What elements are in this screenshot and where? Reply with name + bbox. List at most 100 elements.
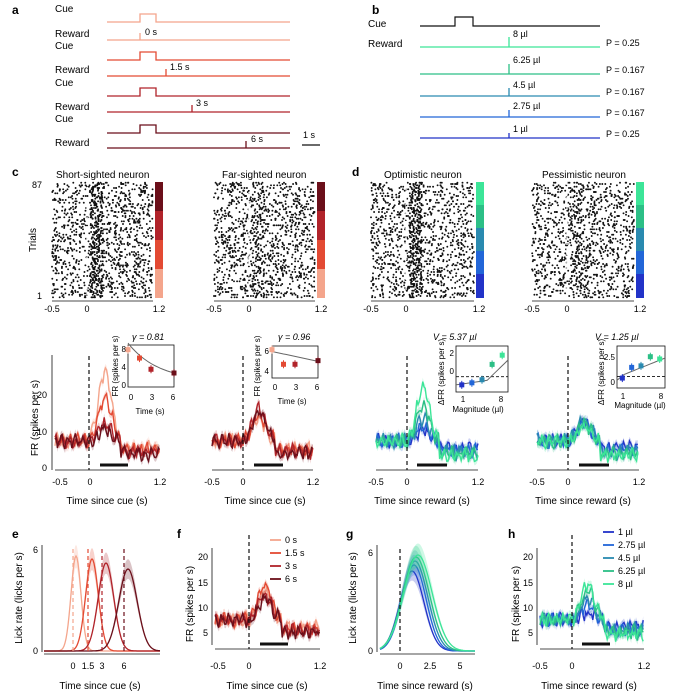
spike xyxy=(246,289,249,292)
spike xyxy=(610,219,613,221)
spike xyxy=(391,193,394,196)
spike xyxy=(608,295,611,297)
spike xyxy=(56,269,58,272)
spike xyxy=(125,228,128,231)
spike xyxy=(613,196,616,199)
spike xyxy=(554,181,557,184)
spike xyxy=(285,185,288,188)
spike xyxy=(378,208,381,211)
spike xyxy=(237,220,240,223)
spike xyxy=(133,264,136,267)
spike xyxy=(556,255,559,257)
spike xyxy=(563,217,566,220)
spike xyxy=(535,221,538,224)
spike xyxy=(306,200,309,203)
spike xyxy=(303,205,306,208)
a-cue-label-3: Cue xyxy=(55,78,74,89)
spike xyxy=(591,240,594,243)
spike xyxy=(575,235,577,237)
spike xyxy=(64,292,67,295)
spike xyxy=(289,243,292,245)
spike xyxy=(627,185,630,188)
spike xyxy=(149,275,152,277)
spike xyxy=(417,195,420,197)
spike xyxy=(570,281,572,284)
spike xyxy=(596,243,599,245)
spike xyxy=(146,248,148,251)
spike xyxy=(465,281,468,284)
spike xyxy=(244,289,247,292)
spike xyxy=(240,187,243,189)
spike xyxy=(52,296,54,299)
spike xyxy=(92,247,95,249)
spike xyxy=(412,241,415,244)
spike xyxy=(294,260,297,263)
spike xyxy=(591,184,594,187)
spike xyxy=(258,259,260,261)
spike xyxy=(435,291,438,293)
spike xyxy=(80,259,83,261)
spike xyxy=(304,223,307,225)
spike xyxy=(573,269,576,272)
spike xyxy=(80,227,83,229)
spike xyxy=(97,229,100,232)
spike xyxy=(256,279,259,281)
spike xyxy=(387,263,390,265)
spike xyxy=(385,211,388,213)
spike xyxy=(469,185,472,188)
spike xyxy=(431,260,434,263)
spike xyxy=(305,248,308,251)
spike xyxy=(309,239,312,241)
spike xyxy=(134,212,137,215)
spike xyxy=(592,243,595,245)
spike xyxy=(63,260,66,263)
spike xyxy=(260,208,263,211)
spike xyxy=(303,295,306,297)
spike xyxy=(76,193,79,196)
spike xyxy=(305,273,308,276)
spike xyxy=(280,292,283,295)
spike xyxy=(432,191,435,193)
spike xyxy=(393,255,395,257)
spike xyxy=(254,289,257,292)
spike xyxy=(252,289,255,292)
spike xyxy=(62,236,65,239)
spike xyxy=(279,284,282,287)
spike xyxy=(462,259,465,261)
spike xyxy=(543,192,546,195)
spike xyxy=(262,296,265,299)
spike xyxy=(147,235,150,237)
spike xyxy=(579,209,582,212)
spike xyxy=(70,273,73,276)
spike xyxy=(240,235,243,237)
spike xyxy=(608,284,610,287)
spike xyxy=(135,268,138,271)
spike xyxy=(233,243,236,245)
spike xyxy=(251,277,254,280)
spike xyxy=(219,285,222,288)
spike xyxy=(577,240,580,243)
spike xyxy=(294,293,297,296)
spike xyxy=(430,280,433,283)
spike xyxy=(618,215,620,217)
spike xyxy=(574,211,576,213)
spike xyxy=(432,235,435,237)
spike xyxy=(125,271,128,273)
spike xyxy=(51,252,54,255)
spike xyxy=(258,256,261,259)
spike xyxy=(539,289,542,292)
spike xyxy=(120,207,122,209)
spike xyxy=(628,280,631,283)
spike xyxy=(52,292,55,295)
spike xyxy=(126,264,129,267)
spike xyxy=(393,209,396,212)
spike xyxy=(535,200,538,203)
spike xyxy=(227,252,230,255)
spike xyxy=(235,296,238,299)
spike xyxy=(298,195,301,197)
spike xyxy=(580,279,583,281)
spike xyxy=(450,279,452,281)
spike xyxy=(233,265,236,268)
spike xyxy=(95,252,98,255)
spike xyxy=(264,229,267,232)
